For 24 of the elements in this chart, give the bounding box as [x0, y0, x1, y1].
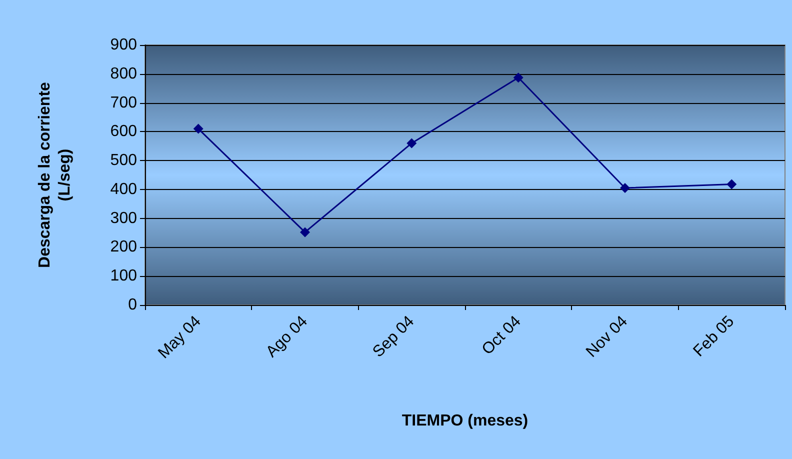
- x-tick-label: May 04: [155, 312, 204, 362]
- y-tick-label: 200: [110, 238, 138, 256]
- y-tick-label: 300: [110, 210, 138, 227]
- point: [300, 227, 310, 238]
- point: [726, 179, 737, 190]
- x-tick-label: Feb 05: [690, 312, 738, 360]
- point: [620, 183, 630, 193]
- x-tick-label: Nov 04: [583, 312, 632, 361]
- y-tick-label: 400: [110, 180, 138, 198]
- y-axis-title: Descarga de la corriente (L/seg): [36, 82, 74, 268]
- x-tick-label: Sep 04: [370, 312, 418, 361]
- point: [513, 72, 524, 83]
- x-axis-title: TIEMPO (meses): [402, 412, 528, 430]
- y-tick-label: 900: [110, 36, 138, 54]
- x-tick-label: Ago 04: [263, 312, 312, 361]
- point: [406, 138, 417, 148]
- y-tick-label: 0: [128, 296, 138, 314]
- y-tick-label: 500: [110, 152, 138, 170]
- point: [193, 124, 204, 134]
- y-tick-label: 600: [110, 123, 138, 140]
- y-tick-label: 700: [110, 94, 138, 112]
- y-tick-label: 800: [110, 65, 138, 82]
- x-tick-label: Oct 04: [479, 312, 524, 358]
- y-tick-label: 100: [110, 268, 138, 285]
